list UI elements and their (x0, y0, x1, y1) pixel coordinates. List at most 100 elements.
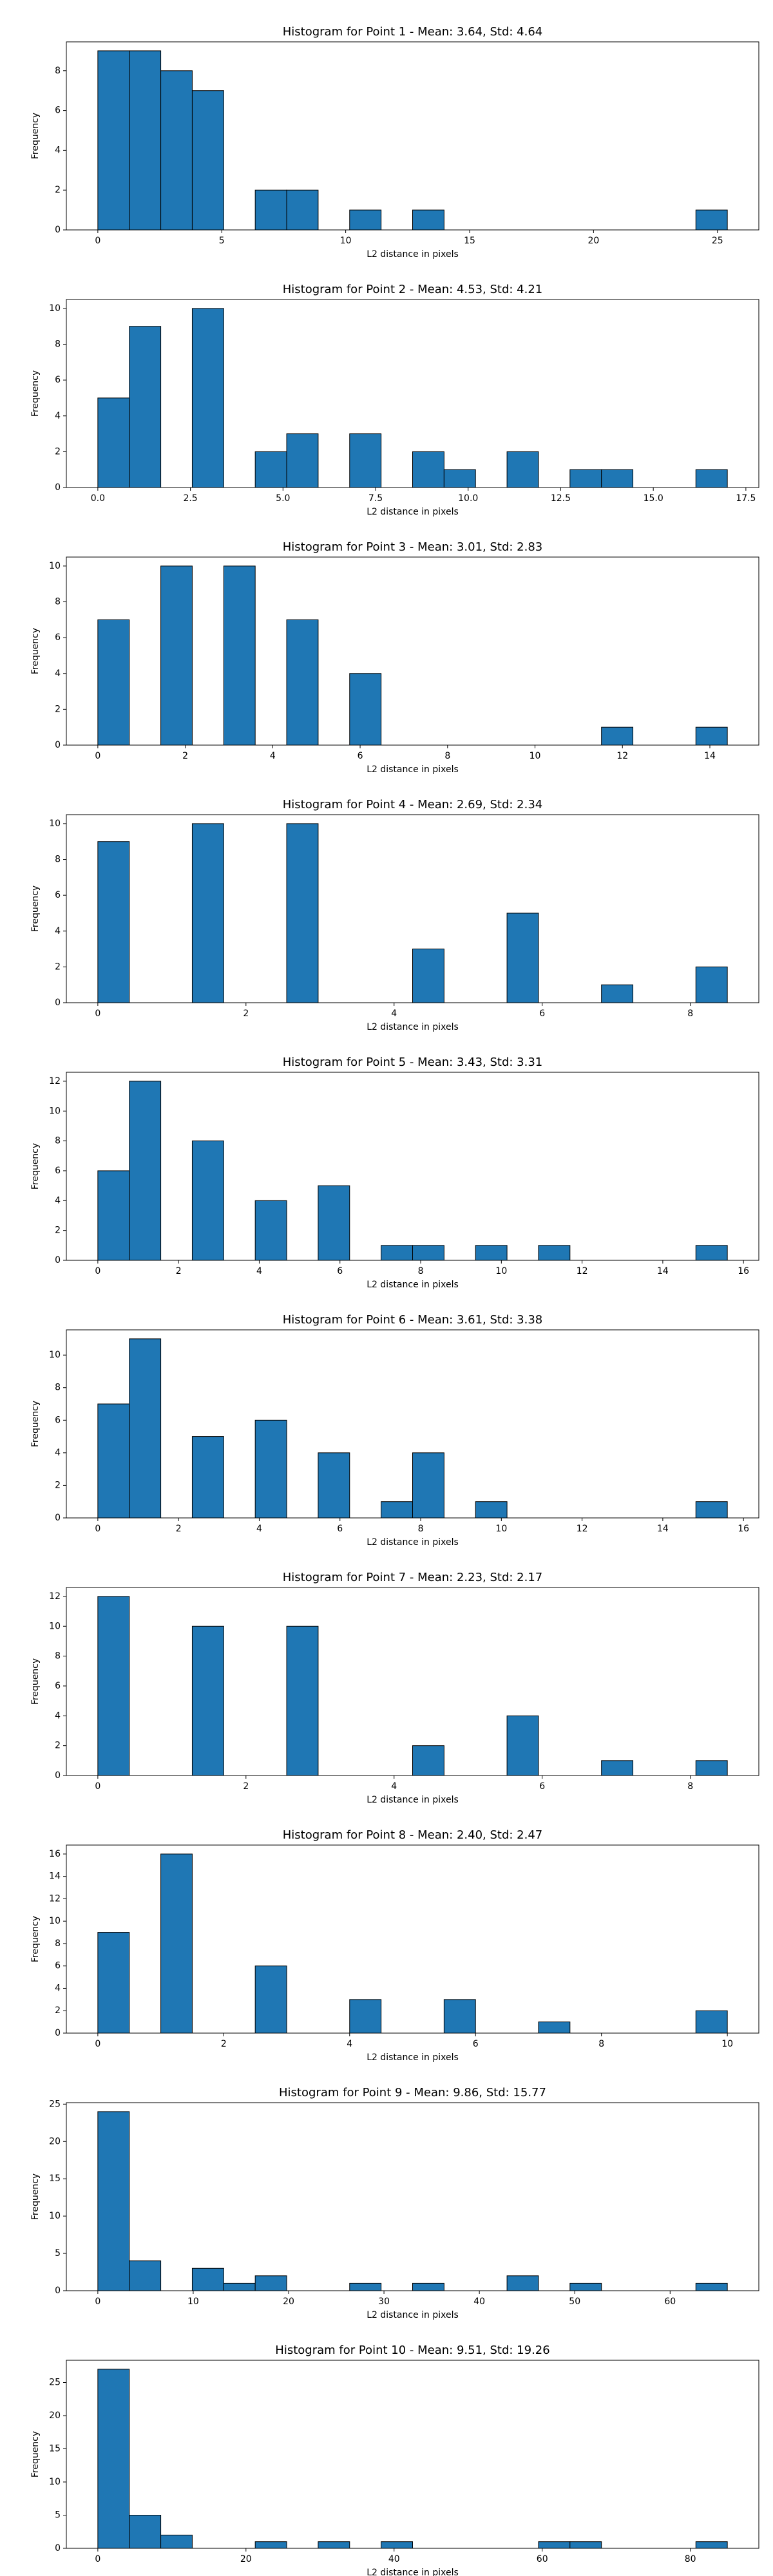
y-tick-label: 2 (55, 185, 61, 195)
x-tick-label: 12 (577, 1524, 588, 1534)
x-tick-label: 7.5 (368, 493, 383, 504)
y-tick-label: 2 (55, 704, 61, 714)
x-tick-label: 10 (495, 1266, 507, 1276)
bar (254, 451, 287, 488)
chart-title: Histogram for Point 6 - Mean: 3.61, Std:… (283, 1313, 543, 1327)
x-axis-label: L2 distance in pixels (367, 507, 459, 517)
y-tick-label: 8 (55, 1938, 61, 1949)
bar (97, 1596, 130, 1776)
y-tick-label: 8 (55, 339, 61, 350)
y-tick-label: 0 (55, 482, 61, 493)
x-tick-label: 16 (738, 1266, 749, 1276)
plot-frame (66, 41, 759, 231)
x-axis-label: L2 distance in pixels (367, 249, 459, 260)
x-tick-label: 6 (337, 1266, 343, 1276)
bar (412, 1245, 444, 1261)
x-axis-label: L2 distance in pixels (367, 1022, 459, 1032)
x-tick-label: 6 (358, 751, 363, 761)
y-tick-label: 0 (55, 740, 61, 750)
x-tick-label: 20 (240, 2554, 252, 2564)
bar (349, 209, 382, 231)
x-tick-label: 4 (270, 751, 276, 761)
bar (129, 2260, 162, 2291)
x-tick-label: 40 (388, 2554, 400, 2564)
x-tick-label: 10 (721, 2039, 733, 2049)
bar (601, 726, 634, 746)
bar (412, 949, 444, 1003)
y-tick-label: 10 (49, 1916, 61, 1926)
y-tick-label: 6 (55, 1961, 61, 1971)
y-tick-label: 20 (49, 2136, 61, 2146)
x-tick-label: 15.0 (644, 493, 663, 504)
bar (349, 673, 382, 746)
x-tick-label: 0.0 (91, 493, 105, 504)
y-tick-label: 8 (55, 855, 61, 865)
y-tick-label: 10 (49, 561, 61, 571)
bar (97, 2369, 130, 2549)
x-tick-label: 25 (712, 236, 723, 246)
y-tick-label: 25 (49, 2378, 61, 2388)
y-axis-label: Frequency (30, 1401, 41, 1447)
y-axis-label: Frequency (30, 2174, 41, 2220)
y-tick-label: 4 (55, 668, 61, 679)
bar (191, 1141, 224, 1261)
plot-frame (66, 1072, 759, 1261)
y-tick-label: 10 (49, 819, 61, 829)
x-tick-label: 14 (657, 1266, 669, 1276)
x-tick-label: 10 (340, 236, 352, 246)
bar (160, 70, 193, 231)
y-tick-label: 0 (55, 998, 61, 1008)
x-tick-label: 14 (704, 751, 716, 761)
y-tick-label: 6 (55, 1415, 61, 1425)
x-tick-label: 5 (219, 236, 225, 246)
y-tick-label: 15 (49, 2444, 61, 2454)
y-tick-label: 0 (55, 1770, 61, 1781)
y-tick-label: 4 (55, 1448, 61, 1458)
bar (475, 1245, 508, 1261)
x-tick-label: 10.0 (458, 493, 478, 504)
x-tick-label: 60 (537, 2554, 548, 2564)
bar (97, 1170, 130, 1261)
y-tick-label: 6 (55, 1681, 61, 1691)
bar (569, 469, 602, 488)
chart-title: Histogram for Point 8 - Mean: 2.40, Std:… (283, 1828, 543, 1842)
bar (506, 2275, 539, 2291)
y-tick-label: 0 (55, 1255, 61, 1265)
bar (254, 1965, 287, 2034)
bar (506, 1715, 539, 1776)
bar (349, 1999, 382, 2034)
bar (601, 984, 634, 1003)
x-tick-label: 20 (283, 2297, 294, 2307)
y-tick-label: 4 (55, 1983, 61, 1993)
bar (286, 619, 319, 746)
x-tick-label: 14 (657, 1524, 669, 1534)
y-tick-label: 6 (55, 106, 61, 116)
x-tick-label: 4 (347, 2039, 352, 2049)
x-tick-label: 2 (176, 1524, 182, 1534)
y-tick-label: 2 (55, 2005, 61, 2016)
y-tick-label: 10 (49, 1106, 61, 1116)
x-tick-label: 2 (221, 2039, 227, 2049)
y-axis-label: Frequency (30, 1143, 41, 1189)
x-tick-label: 4 (256, 1266, 262, 1276)
bar (318, 1185, 350, 1261)
bar (97, 1403, 130, 1519)
bar (129, 326, 162, 488)
bar (191, 1625, 224, 1776)
x-tick-label: 8 (687, 1009, 693, 1019)
x-tick-label: 5.0 (276, 493, 290, 504)
x-tick-label: 8 (418, 1266, 424, 1276)
y-axis-label: Frequency (30, 1658, 41, 1705)
y-tick-label: 6 (55, 890, 61, 900)
bar (191, 1436, 224, 1519)
bar (97, 2111, 130, 2291)
bar (538, 2022, 571, 2034)
bar (318, 2541, 350, 2549)
bar (191, 2268, 224, 2291)
y-tick-label: 10 (49, 2477, 61, 2487)
x-tick-label: 30 (378, 2297, 390, 2307)
y-tick-label: 12 (49, 1893, 61, 1904)
y-axis-label: Frequency (30, 2431, 41, 2477)
bar (191, 823, 224, 1003)
